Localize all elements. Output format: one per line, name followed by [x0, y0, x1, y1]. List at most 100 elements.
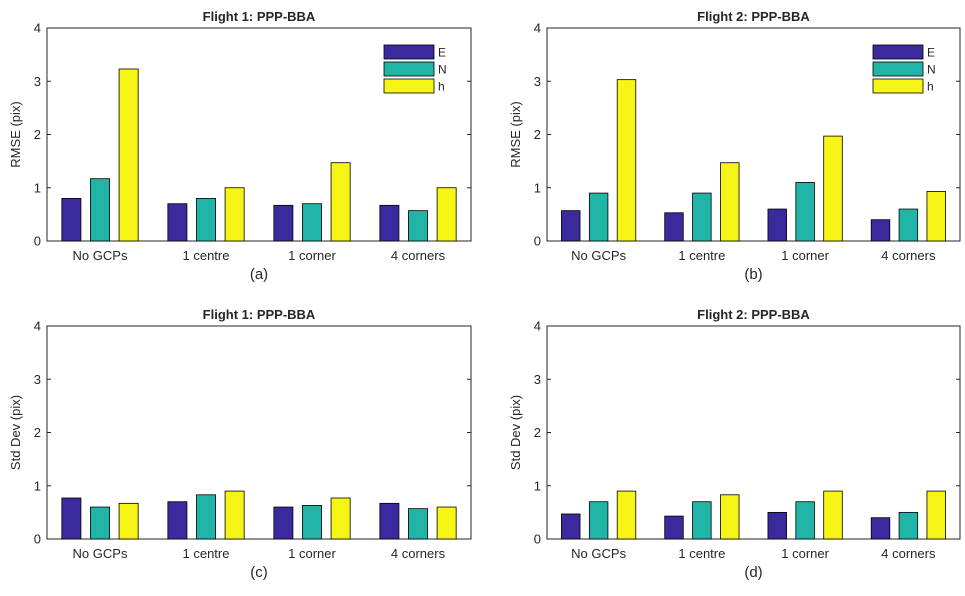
bar-n-no-gcps	[90, 506, 110, 540]
y-axis-label: Std Dev (pix)	[508, 395, 523, 470]
bar-h-1-corner	[330, 497, 351, 540]
bar-n-1-corner	[302, 203, 322, 242]
x-tick-label: 1 corner	[288, 248, 336, 263]
chart-title: Flight 1: PPP-BBA	[203, 307, 316, 322]
bar-e-1-centre	[664, 515, 684, 540]
y-tick-label: 4	[534, 21, 541, 36]
x-tick-label: 1 corner	[781, 248, 829, 263]
bar-n-no-gcps	[90, 178, 110, 242]
bar-n-1-corner	[795, 501, 815, 540]
bar-e-1-corner	[767, 208, 787, 242]
bar-n-1-corner	[302, 505, 322, 540]
bar-e-1-centre	[664, 212, 684, 242]
bar-e-4-corners	[379, 204, 400, 242]
bar-n-1-centre	[692, 501, 712, 540]
bar-n-4-corners	[408, 210, 428, 242]
bar-e-4-corners	[379, 502, 400, 540]
x-tick-label: 4 corners	[881, 248, 936, 263]
y-tick-label: 3	[34, 372, 41, 387]
y-axis-label: Std Dev (pix)	[8, 395, 23, 470]
bar-e-1-corner	[273, 204, 294, 242]
bar-h-1-centre	[720, 494, 740, 540]
bar-e-no-gcps	[561, 210, 581, 242]
y-tick-label: 2	[534, 127, 541, 142]
y-tick-label: 2	[34, 127, 41, 142]
bar-n-1-corner	[795, 182, 815, 242]
bar-n-1-centre	[196, 197, 216, 242]
y-tick-label: 3	[534, 372, 541, 387]
legend-swatch	[383, 61, 435, 77]
y-tick-label: 0	[34, 234, 41, 249]
x-tick-label: No GCPs	[73, 546, 128, 561]
panel-label: (a)	[250, 266, 268, 283]
legend-swatch	[383, 78, 435, 94]
bar-h-4-corners	[926, 490, 946, 540]
bar-e-1-centre	[167, 203, 188, 242]
bar-h-no-gcps	[118, 68, 139, 242]
plot-area	[46, 27, 472, 242]
chart-panel-4: Flight 2: PPP-BBA 0 1 2 3 4 Std Dev (pix) No GC…	[508, 307, 961, 581]
y-tick-label: 4	[34, 21, 41, 36]
bar-e-1-centre	[167, 501, 188, 540]
bar-n-no-gcps	[588, 192, 609, 242]
plot-area	[546, 27, 961, 242]
legend-swatch	[872, 61, 924, 77]
bar-h-4-corners	[436, 506, 457, 540]
plot-area	[46, 325, 472, 540]
bar-h-1-corner	[330, 162, 351, 242]
legend-swatch	[872, 78, 924, 94]
x-tick-label: 1 centre	[678, 248, 725, 263]
x-tick-label: 4 corners	[391, 546, 446, 561]
bar-e-1-corner	[767, 511, 787, 540]
chart-panel-2: Flight 2: PPP-BBA 0 1 2 3 4 RMSE (pix) No GCPs 1…	[508, 9, 961, 283]
legend: ENh	[872, 44, 936, 94]
chart-title: Flight 2: PPP-BBA	[697, 9, 810, 24]
x-tick-label: 4 corners	[391, 248, 446, 263]
bar-n-1-centre	[692, 192, 712, 242]
legend-swatch	[383, 44, 435, 60]
y-tick-label: 1	[34, 478, 41, 493]
y-tick-label: 3	[34, 74, 41, 89]
x-tick-label: 1 corner	[288, 546, 336, 561]
y-tick-label: 0	[534, 532, 541, 547]
bar-h-no-gcps	[616, 79, 637, 242]
y-tick-label: 0	[34, 532, 41, 547]
legend-label: E	[927, 46, 935, 60]
x-tick-label: 1 centre	[183, 248, 230, 263]
bar-h-no-gcps	[616, 490, 637, 540]
bar-h-no-gcps	[118, 502, 139, 540]
bar-n-4-corners	[408, 508, 428, 540]
y-tick-label: 1	[534, 478, 541, 493]
chart-title: Flight 1: PPP-BBA	[203, 9, 316, 24]
bar-h-1-corner	[823, 490, 843, 540]
bar-h-1-centre	[224, 490, 245, 540]
bar-n-no-gcps	[588, 501, 609, 540]
legend-label: E	[438, 46, 446, 60]
legend-swatch	[872, 44, 924, 60]
legend-label: N	[438, 63, 447, 77]
x-tick-label: No GCPs	[73, 248, 128, 263]
x-tick-label: 1 centre	[183, 546, 230, 561]
bar-h-1-centre	[224, 187, 245, 242]
chart-panel-1: Flight 1: PPP-BBA 0 1 2 3 4 RMSE (pix) No GCPs 1…	[8, 9, 472, 283]
y-tick-label: 1	[534, 180, 541, 195]
y-tick-label: 3	[534, 74, 541, 89]
y-tick-label: 2	[534, 425, 541, 440]
panel-label: (d)	[744, 564, 762, 581]
legend-label: h	[438, 80, 445, 94]
y-tick-label: 0	[534, 234, 541, 249]
legend: ENh	[383, 44, 447, 94]
y-tick-label: 2	[34, 425, 41, 440]
panel-label: (b)	[744, 266, 762, 283]
bar-n-4-corners	[898, 208, 919, 242]
y-axis-label: RMSE (pix)	[508, 101, 523, 167]
y-tick-label: 1	[34, 180, 41, 195]
legend-label: N	[927, 63, 936, 77]
y-tick-label: 4	[34, 319, 41, 334]
bar-h-4-corners	[926, 191, 946, 242]
chart-title: Flight 2: PPP-BBA	[697, 307, 810, 322]
x-tick-label: No GCPs	[571, 248, 626, 263]
x-tick-label: 1 centre	[678, 546, 725, 561]
bar-e-no-gcps	[561, 513, 581, 540]
